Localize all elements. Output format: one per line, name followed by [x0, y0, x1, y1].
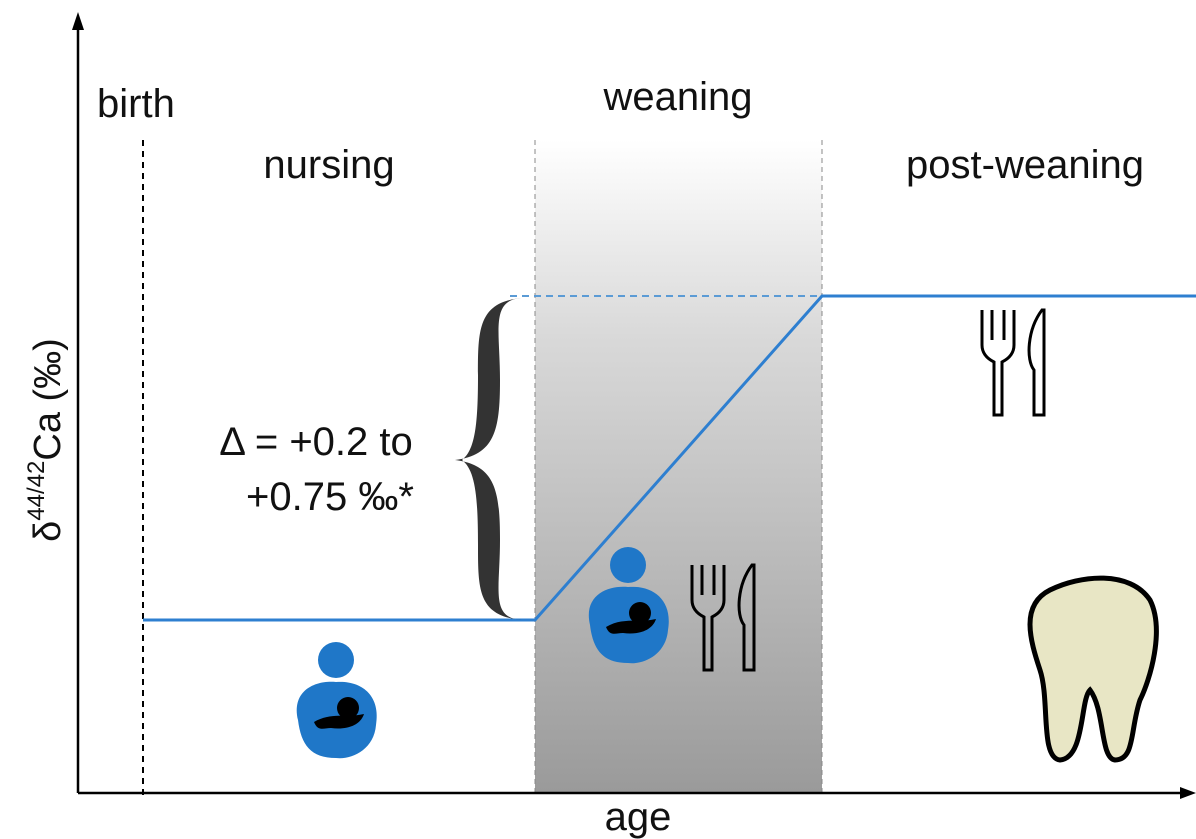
- birth-label: birth: [97, 82, 175, 126]
- y-superscript: 44/42: [23, 461, 50, 521]
- x-arrow: [1180, 787, 1196, 799]
- x-axis-label: age: [605, 795, 672, 839]
- trend-line: [143, 294, 1196, 622]
- y-rest: Ca (‰): [27, 338, 69, 460]
- annotation: Δ = +0.2 to: [219, 420, 413, 464]
- weaning-band: [535, 140, 822, 793]
- nursing-label: nursing: [263, 143, 394, 187]
- nursing-icon: [296, 642, 377, 759]
- cutlery-icon: [980, 308, 1046, 417]
- y-axis-label: δ44/42Ca (‰): [23, 338, 69, 542]
- weaning-label: weaning: [602, 75, 752, 119]
- post-weaning-label: post-weaning: [906, 143, 1144, 187]
- tooth-icon: [1027, 575, 1159, 763]
- brace: [455, 298, 522, 620]
- y-symbol: δ: [27, 521, 69, 542]
- annotation: +0.75 ‰*: [246, 475, 414, 519]
- y-arrow: [72, 12, 84, 30]
